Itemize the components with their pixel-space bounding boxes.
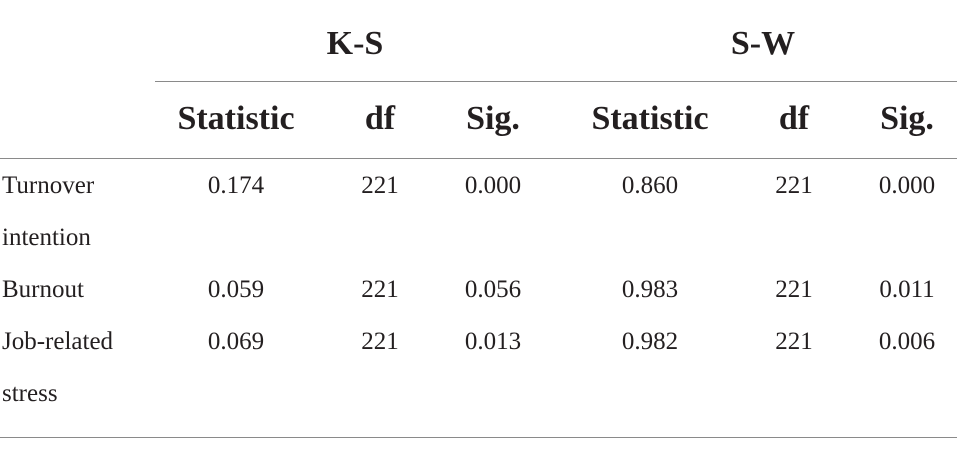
cell-ks-statistic: 0.059 [207, 276, 265, 303]
cell-ks-sig: 0.056 [464, 276, 522, 303]
cell-ks-sig: 0.013 [464, 328, 522, 355]
cell-sw-statistic: 0.983 [621, 276, 679, 303]
group-header-sw: S-W [730, 25, 796, 62]
cell-sw-statistic: 0.982 [621, 328, 679, 355]
column-header-ks-df: df [364, 100, 396, 137]
table-bottom-rule [0, 437, 957, 438]
cell-sw-sig: 0.011 [879, 276, 935, 303]
column-header-sw-statistic: Statistic [591, 100, 709, 137]
cell-ks-df: 221 [361, 328, 399, 355]
row-label-line: Burnout [2, 276, 84, 303]
column-header-ks-sig: Sig. [466, 100, 520, 137]
cell-sw-sig: 0.006 [878, 328, 936, 355]
cell-ks-sig: 0.000 [464, 172, 522, 199]
column-header-ks-statistic: Statistic [177, 100, 295, 137]
cell-ks-statistic: 0.069 [207, 328, 265, 355]
cell-sw-statistic: 0.860 [621, 172, 679, 199]
row-label-line: Job-related [2, 328, 114, 355]
cell-sw-df: 221 [775, 172, 813, 199]
row-label-line: Turnover [2, 172, 95, 199]
cell-ks-df: 221 [361, 276, 399, 303]
column-header-sw-sig: Sig. [880, 100, 934, 137]
row-label-line: intention [2, 224, 91, 251]
cell-sw-df: 221 [775, 328, 813, 355]
group-header-ks: K-S [326, 25, 384, 62]
cell-sw-sig: 0.000 [878, 172, 936, 199]
column-header-rule [0, 158, 957, 159]
row-label-line: stress [2, 380, 58, 407]
column-header-sw-df: df [778, 100, 810, 137]
group-header-rule [155, 81, 957, 82]
cell-sw-df: 221 [775, 276, 813, 303]
cell-ks-statistic: 0.174 [207, 172, 265, 199]
cell-ks-df: 221 [361, 172, 399, 199]
